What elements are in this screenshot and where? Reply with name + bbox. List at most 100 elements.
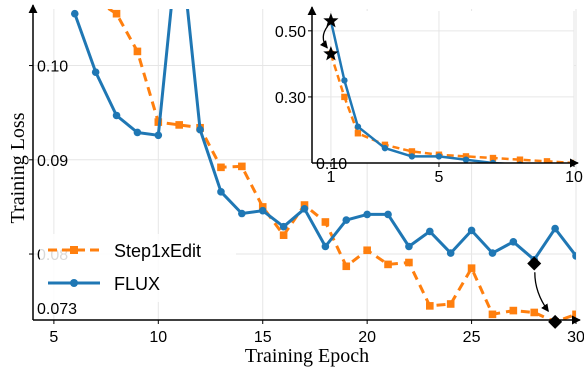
main-point-step1xedit-21 [384,260,392,269]
inset-plot: 1 5 10 0.500.300.10 [275,6,583,186]
inset-axes [307,6,579,168]
inset-point-step1xedit-8 [516,156,524,163]
main-point-flux-13 [217,188,225,196]
main-point-step1xedit-16 [279,231,288,239]
main-point-flux-6 [70,9,79,18]
main-point-step1xedit-30 [572,310,576,319]
inset-y-tick-label-0-10: 0.10 [316,156,347,173]
legend-background [40,234,236,302]
main-point-flux-10 [154,131,163,140]
main-point-step1xedit-11 [175,121,183,129]
main-point-flux-24 [446,249,455,257]
main-point-step1xedit-26 [488,310,497,319]
inset-series [327,17,574,169]
main-point-flux-20 [363,210,371,219]
main-x-ticks: 5 10 15 20 25 30 [49,320,584,346]
inset-background [312,11,574,163]
main-point-flux-26 [488,249,497,257]
main-point-step1xedit-27 [509,306,518,315]
inset-point-step1xedit-3 [381,141,389,149]
main-point-flux-27 [509,237,518,246]
main-point-flux-25 [467,226,476,235]
main-point-flux-18 [321,242,330,251]
main-axes [28,4,581,325]
main-annotations [527,256,563,329]
main-x-tick-label-30: 30 [567,329,584,346]
inset-point-step1xedit-6 [462,153,470,160]
main-point-flux-14 [238,209,246,218]
inset-annotation-star-1 [323,46,339,61]
inset-x-tick-label-10: 10 [565,169,583,186]
main-point-step1xedit-24 [446,300,455,308]
inset-grid [312,11,575,163]
inset-x-ticks: 1 5 10 [326,163,583,186]
main-point-flux-8 [112,111,121,120]
inset-annotations [319,12,339,61]
main-point-flux-29 [551,224,559,233]
main-point-step1xedit-9 [133,47,142,56]
inset-point-flux-2 [354,123,362,130]
x-axis-title: Training Epoch [245,345,369,367]
main-point-flux-9 [133,128,142,137]
inset-point-step1xedit-2 [354,130,362,137]
main-point-step1xedit-13 [217,163,225,172]
main-annotation-diamond-1 [548,314,563,329]
inset-point-step1xedit-1-5 [341,93,348,101]
main-point-flux-23 [426,227,434,236]
main-point-step1xedit-18 [321,218,330,226]
main-point-flux-21 [384,210,392,219]
inset-point-flux-9 [544,163,550,169]
main-point-flux-15 [258,206,267,215]
y-axis-title: Training Loss [7,112,29,223]
main-x-tick-label-5: 5 [49,329,58,346]
main-y-tick-label-0-09: 0.09 [37,153,68,170]
inset-point-step1xedit-4 [408,148,416,155]
main-point-flux-22 [405,242,413,251]
inset-point-flux-1-5 [341,77,348,84]
legend-marker-step1xedit [70,246,78,254]
inset-point-flux-5 [435,153,443,160]
inset-annotation-arrow [319,25,329,49]
legend: Step1xEdit FLUX [40,234,236,302]
main-point-flux-7 [91,68,100,76]
main-point-flux-17 [300,204,309,213]
main-y-tick-label-0-073: 0.073 [37,301,77,318]
main-point-step1xedit-22 [405,258,413,267]
main-x-tick-label-15: 15 [254,329,272,346]
main-point-step1xedit-28 [530,308,539,317]
main-point-flux-19 [342,216,351,224]
main-point-step1xedit-23 [426,302,434,310]
inset-point-flux-7 [489,159,497,163]
main-point-step1xedit-20 [363,246,371,255]
main-x-tick-label-10: 10 [149,329,167,346]
inset-annotation-star-0 [323,12,339,28]
main-point-step1xedit-14 [238,162,246,171]
main-x-tick-label-20: 20 [358,329,376,346]
main-annotation-diamond-0 [527,256,542,271]
main-annotation-arrow [534,272,549,312]
inset-point-step1xedit-7 [489,154,497,162]
main-x-tick-label-25: 25 [463,329,481,346]
main-point-step1xedit-25 [467,264,476,272]
inset-y-tick-label-0-50: 0.50 [275,24,306,41]
inset-point-flux-6 [462,156,470,163]
main-y-tick-label-0-10: 0.10 [37,59,68,76]
inset-y-tick-label-0-30: 0.30 [275,90,306,107]
legend-label-flux: FLUX [114,274,160,294]
main-point-flux-12 [196,125,204,134]
main-point-step1xedit-19 [342,262,351,271]
inset-point-flux-4 [408,153,416,160]
inset-x-tick-label-5: 5 [434,169,443,186]
main-point-step1xedit-7 [92,0,100,4]
legend-label-step1xedit: Step1xEdit [114,241,201,261]
inset-x-tick-label-1: 1 [326,169,335,186]
main-point-flux-16 [279,222,288,231]
inset-point-flux-3 [381,144,389,152]
main-series [70,0,576,320]
main-point-step1xedit-8 [112,9,121,18]
inset-y-ticks: 0.50 0.30 0.10 [275,24,347,173]
main-point-flux-30 [572,252,576,260]
legend-marker-flux [70,279,78,287]
